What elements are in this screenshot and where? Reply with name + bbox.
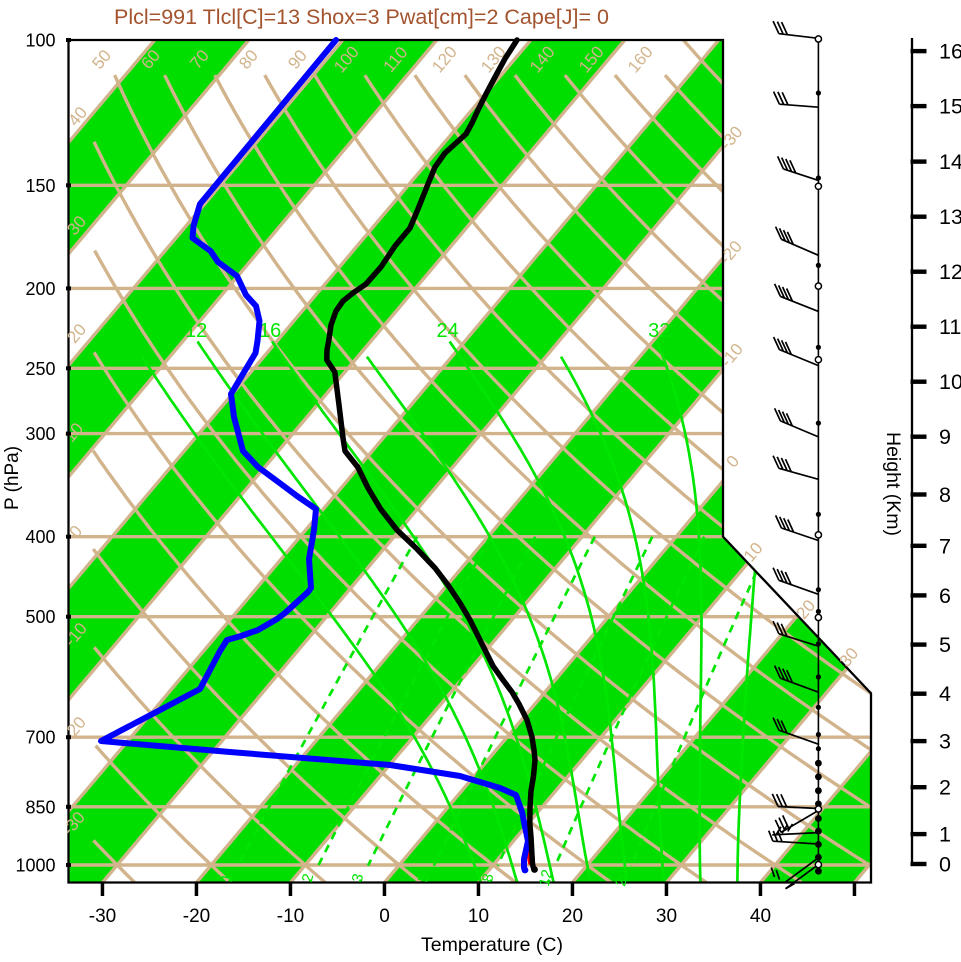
svg-text:0: 0 — [939, 853, 951, 877]
svg-text:11: 11 — [939, 315, 961, 339]
svg-text:250: 250 — [25, 359, 55, 379]
svg-text:20: 20 — [612, 868, 632, 888]
svg-text:14: 14 — [939, 150, 961, 174]
svg-text:16: 16 — [259, 320, 281, 342]
svg-text:40: 40 — [750, 906, 771, 927]
svg-text:16: 16 — [939, 40, 961, 64]
svg-text:1: 1 — [218, 872, 236, 884]
svg-text:Height (Km): Height (Km) — [882, 432, 904, 536]
svg-text:6: 6 — [939, 584, 951, 608]
svg-text:13: 13 — [939, 205, 961, 229]
svg-text:850: 850 — [25, 797, 55, 817]
svg-text:15: 15 — [939, 95, 961, 119]
svg-text:24: 24 — [436, 320, 458, 342]
svg-text:8: 8 — [479, 872, 497, 884]
svg-text:5: 5 — [415, 872, 433, 884]
svg-text:200: 200 — [25, 279, 55, 299]
svg-text:-20: -20 — [183, 906, 210, 927]
svg-text:0: 0 — [379, 906, 390, 927]
svg-text:9: 9 — [939, 425, 951, 449]
svg-text:P (hPa): P (hPa) — [2, 446, 23, 510]
svg-text:100: 100 — [25, 31, 55, 51]
svg-text:4: 4 — [939, 682, 951, 706]
svg-text:1: 1 — [939, 823, 951, 847]
svg-text:12: 12 — [939, 260, 961, 284]
svg-text:400: 400 — [25, 527, 55, 547]
svg-text:Plcl=991 Tlcl[C]=13 Shox=3 Pwa: Plcl=991 Tlcl[C]=13 Shox=3 Pwat[cm]=2 Ca… — [114, 5, 609, 29]
svg-text:32: 32 — [648, 320, 670, 342]
svg-text:20: 20 — [562, 906, 583, 927]
svg-text:-30: -30 — [89, 906, 116, 927]
svg-text:10: 10 — [468, 906, 489, 927]
svg-text:500: 500 — [25, 607, 55, 627]
svg-text:8: 8 — [939, 483, 951, 507]
svg-text:12: 12 — [536, 868, 556, 888]
svg-text:150: 150 — [25, 176, 55, 196]
svg-text:10: 10 — [939, 370, 961, 394]
svg-text:Temperature (C): Temperature (C) — [421, 934, 563, 956]
svg-text:5: 5 — [939, 633, 951, 657]
svg-text:700: 700 — [25, 728, 55, 748]
svg-text:-10: -10 — [277, 906, 304, 927]
svg-text:1000: 1000 — [15, 856, 55, 876]
svg-text:12: 12 — [185, 320, 207, 342]
svg-text:3: 3 — [349, 872, 367, 884]
svg-text:7: 7 — [939, 534, 951, 558]
svg-text:2: 2 — [939, 776, 951, 800]
svg-text:2: 2 — [299, 872, 317, 884]
svg-text:300: 300 — [25, 424, 55, 444]
svg-text:30: 30 — [656, 906, 677, 927]
svg-text:3: 3 — [939, 730, 951, 754]
